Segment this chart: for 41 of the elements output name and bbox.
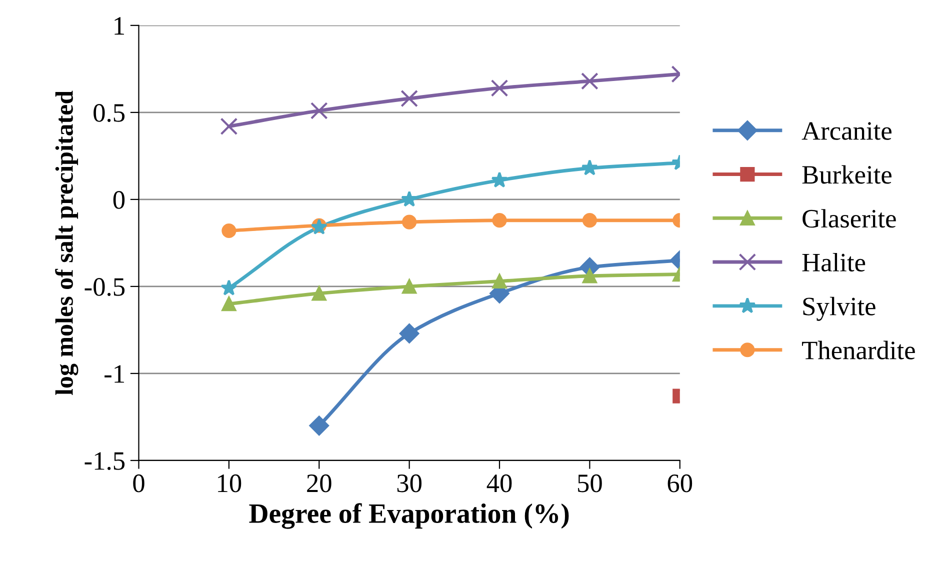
point — [220, 118, 238, 136]
x-tick-label: 40 — [486, 474, 512, 492]
point — [312, 286, 326, 301]
x-tick-label: 30 — [397, 474, 422, 492]
x-tick-label: 20 — [307, 474, 332, 492]
point — [400, 90, 418, 108]
y-tick-label: 0.5 — [94, 104, 125, 122]
x-tick-label: 10 — [218, 474, 242, 492]
point — [492, 213, 507, 228]
point — [491, 172, 508, 188]
legend-label: Glaserite — [802, 209, 896, 228]
point — [401, 190, 418, 207]
legend-label: Thenardite — [802, 340, 915, 360]
point — [490, 79, 508, 97]
point — [222, 296, 236, 312]
point — [399, 324, 420, 344]
point — [582, 213, 597, 228]
point — [220, 280, 238, 296]
y-tick-label: -0.5 — [84, 278, 125, 296]
y-tick-label: 1 — [114, 17, 124, 35]
y-axis-title: log moles of salt precipitated — [55, 90, 78, 395]
point — [492, 274, 507, 289]
legend-label: Arcanite — [802, 122, 892, 140]
x-tick-label: 0 — [133, 474, 144, 492]
legend-label: Halite — [802, 252, 866, 272]
y-tick-label: -1 — [104, 365, 124, 383]
x-tick-label: 60 — [668, 474, 692, 492]
y-tick-label: -1.5 — [84, 452, 125, 470]
point — [402, 279, 417, 294]
point — [309, 416, 330, 436]
y-tick-label: 0 — [113, 191, 125, 209]
legend-label: Burkeite — [802, 165, 892, 184]
point — [310, 102, 328, 120]
point — [582, 268, 597, 284]
point — [402, 214, 417, 230]
x-tick-label: 50 — [578, 474, 602, 492]
point — [581, 72, 598, 90]
point — [222, 223, 236, 238]
legend-label: Sylvite — [803, 296, 876, 321]
x-axis-title: Degree of Evaporation (%) — [249, 503, 569, 529]
point — [581, 159, 598, 176]
